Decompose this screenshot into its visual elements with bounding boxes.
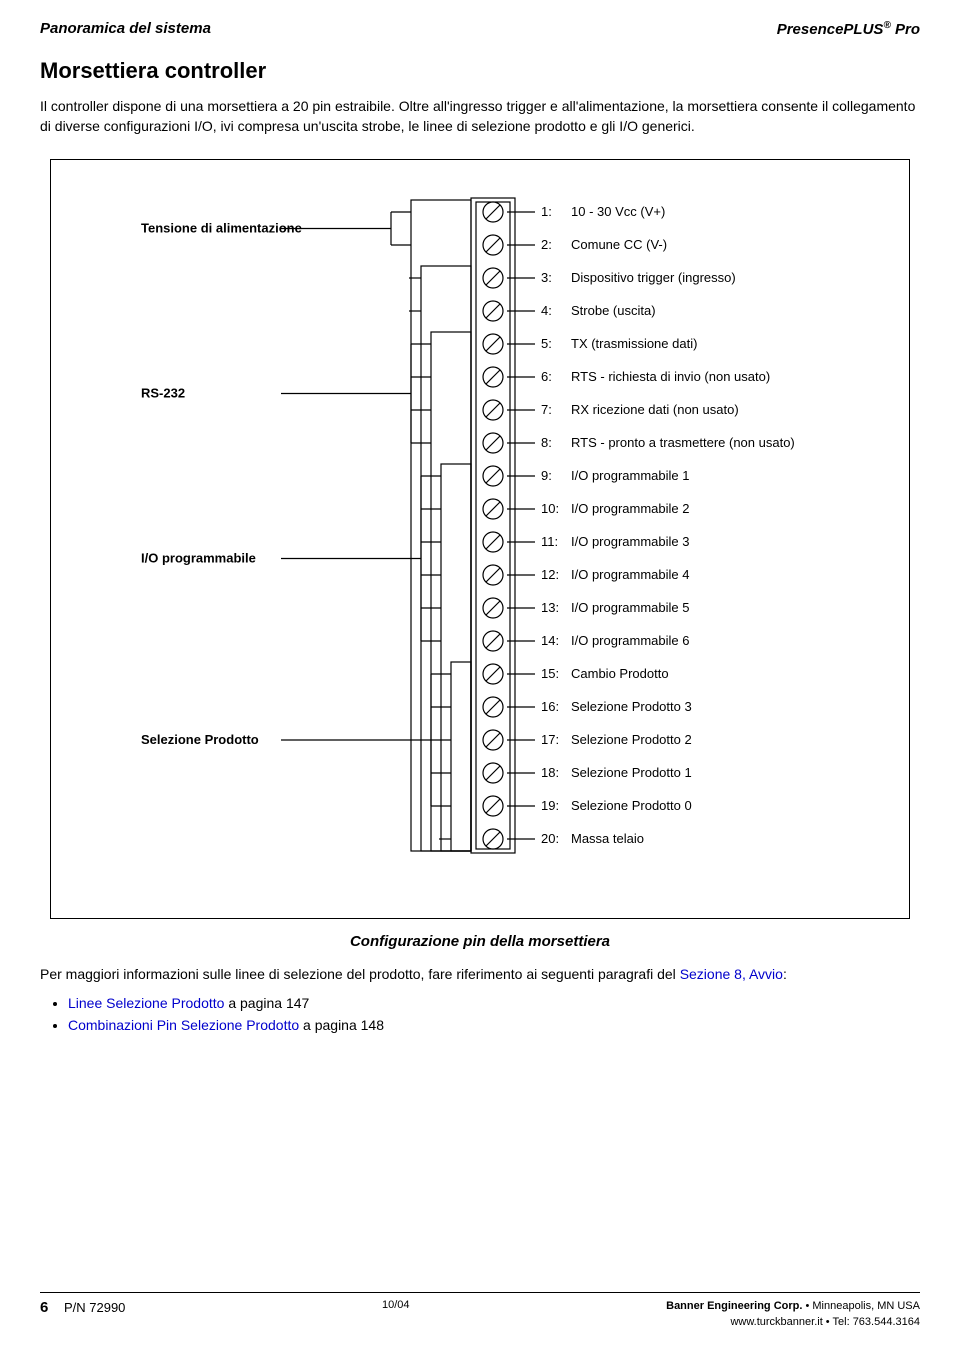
svg-text:13:: 13: [541, 600, 559, 615]
diagram-caption: Configurazione pin della morsettiera [40, 933, 920, 950]
svg-text:RX ricezione dati (non usato): RX ricezione dati (non usato) [571, 402, 739, 417]
svg-text:19:: 19: [541, 798, 559, 813]
svg-text:14:: 14: [541, 633, 559, 648]
svg-text:6:: 6: [541, 369, 552, 384]
page-header: Panoramica del sistema PresencePLUS® Pro [40, 20, 920, 38]
svg-text:I/O programmabile 3: I/O programmabile 3 [571, 534, 690, 549]
footer-left: 6 P/N 72990 [40, 1299, 125, 1316]
svg-text:Selezione Prodotto 2: Selezione Prodotto 2 [571, 732, 692, 747]
svg-text:18:: 18: [541, 765, 559, 780]
svg-text:4:: 4: [541, 303, 552, 318]
svg-text:1:: 1: [541, 204, 552, 219]
svg-text:I/O programmabile 6: I/O programmabile 6 [571, 633, 690, 648]
section-title: Morsettiera controller [40, 58, 920, 84]
svg-text:I/O programmabile: I/O programmabile [141, 550, 256, 565]
svg-text:RTS - richiesta di invio (non: RTS - richiesta di invio (non usato) [571, 369, 770, 384]
svg-text:Dispositivo trigger (ingresso): Dispositivo trigger (ingresso) [571, 270, 736, 285]
reference-link[interactable]: Combinazioni Pin Selezione Prodotto [68, 1017, 299, 1033]
svg-text:Massa telaio: Massa telaio [571, 831, 644, 846]
svg-text:17:: 17: [541, 732, 559, 747]
svg-text:I/O programmabile 1: I/O programmabile 1 [571, 468, 690, 483]
svg-text:16:: 16: [541, 699, 559, 714]
svg-text:Selezione Prodotto 3: Selezione Prodotto 3 [571, 699, 692, 714]
svg-text:11:: 11: [541, 534, 558, 549]
svg-text:Comune CC (V-): Comune CC (V-) [571, 237, 667, 252]
svg-text:8:: 8: [541, 435, 552, 450]
svg-text:3:: 3: [541, 270, 552, 285]
intro-paragraph: Il controller dispone di una morsettiera… [40, 96, 920, 137]
svg-text:I/O programmabile 2: I/O programmabile 2 [571, 501, 690, 516]
svg-text:20:: 20: [541, 831, 559, 846]
svg-text:I/O programmabile 5: I/O programmabile 5 [571, 600, 690, 615]
reference-link[interactable]: Linee Selezione Prodotto [68, 995, 224, 1011]
reference-bullet: Combinazioni Pin Selezione Prodotto a pa… [68, 1017, 920, 1033]
page-number: 6 [40, 1299, 48, 1316]
svg-text:RTS - pronto a trasmettere (no: RTS - pronto a trasmettere (non usato) [571, 435, 795, 450]
reference-bullet: Linee Selezione Prodotto a pagina 147 [68, 995, 920, 1011]
svg-text:Strobe (uscita): Strobe (uscita) [571, 303, 656, 318]
svg-text:Selezione Prodotto 1: Selezione Prodotto 1 [571, 765, 692, 780]
footer-center: 10/04 [382, 1299, 410, 1311]
svg-text:TX (trasmissione dati): TX (trasmissione dati) [571, 336, 697, 351]
header-right: PresencePLUS® Pro [777, 20, 920, 38]
svg-text:9:: 9: [541, 468, 552, 483]
svg-text:Cambio Prodotto: Cambio Prodotto [571, 666, 669, 681]
references-paragraph: Per maggiori informazioni sulle linee di… [40, 964, 920, 985]
svg-text:Selezione Prodotto: Selezione Prodotto [141, 732, 259, 747]
section-link[interactable]: Sezione 8, Avvio [680, 966, 783, 982]
svg-text:Tensione di alimentazione: Tensione di alimentazione [141, 220, 302, 235]
header-left: Panoramica del sistema [40, 20, 211, 38]
svg-text:12:: 12: [541, 567, 559, 582]
svg-text:I/O programmabile 4: I/O programmabile 4 [571, 567, 690, 582]
reference-bullets: Linee Selezione Prodotto a pagina 147 Com… [40, 995, 920, 1033]
svg-text:Selezione Prodotto 0: Selezione Prodotto 0 [571, 798, 692, 813]
terminal-svg: 1: 10 - 30 Vcc (V+) 2: Comune CC (V-) 3: Disp… [81, 192, 901, 892]
svg-text:10:: 10: [541, 501, 559, 516]
page-footer: 6 P/N 72990 10/04 Banner Engineering Cor… [40, 1292, 920, 1330]
terminal-diagram: 1: 10 - 30 Vcc (V+) 2: Comune CC (V-) 3: Disp… [50, 159, 910, 919]
svg-text:RS-232: RS-232 [141, 385, 185, 400]
footer-right: Banner Engineering Corp. • Minneapolis, … [666, 1299, 920, 1330]
part-number: P/N 72990 [64, 1300, 125, 1315]
svg-text:15:: 15: [541, 666, 559, 681]
svg-text:7:: 7: [541, 402, 552, 417]
svg-text:2:: 2: [541, 237, 552, 252]
svg-text:10 - 30 Vcc (V+): 10 - 30 Vcc (V+) [571, 204, 665, 219]
svg-text:5:: 5: [541, 336, 552, 351]
